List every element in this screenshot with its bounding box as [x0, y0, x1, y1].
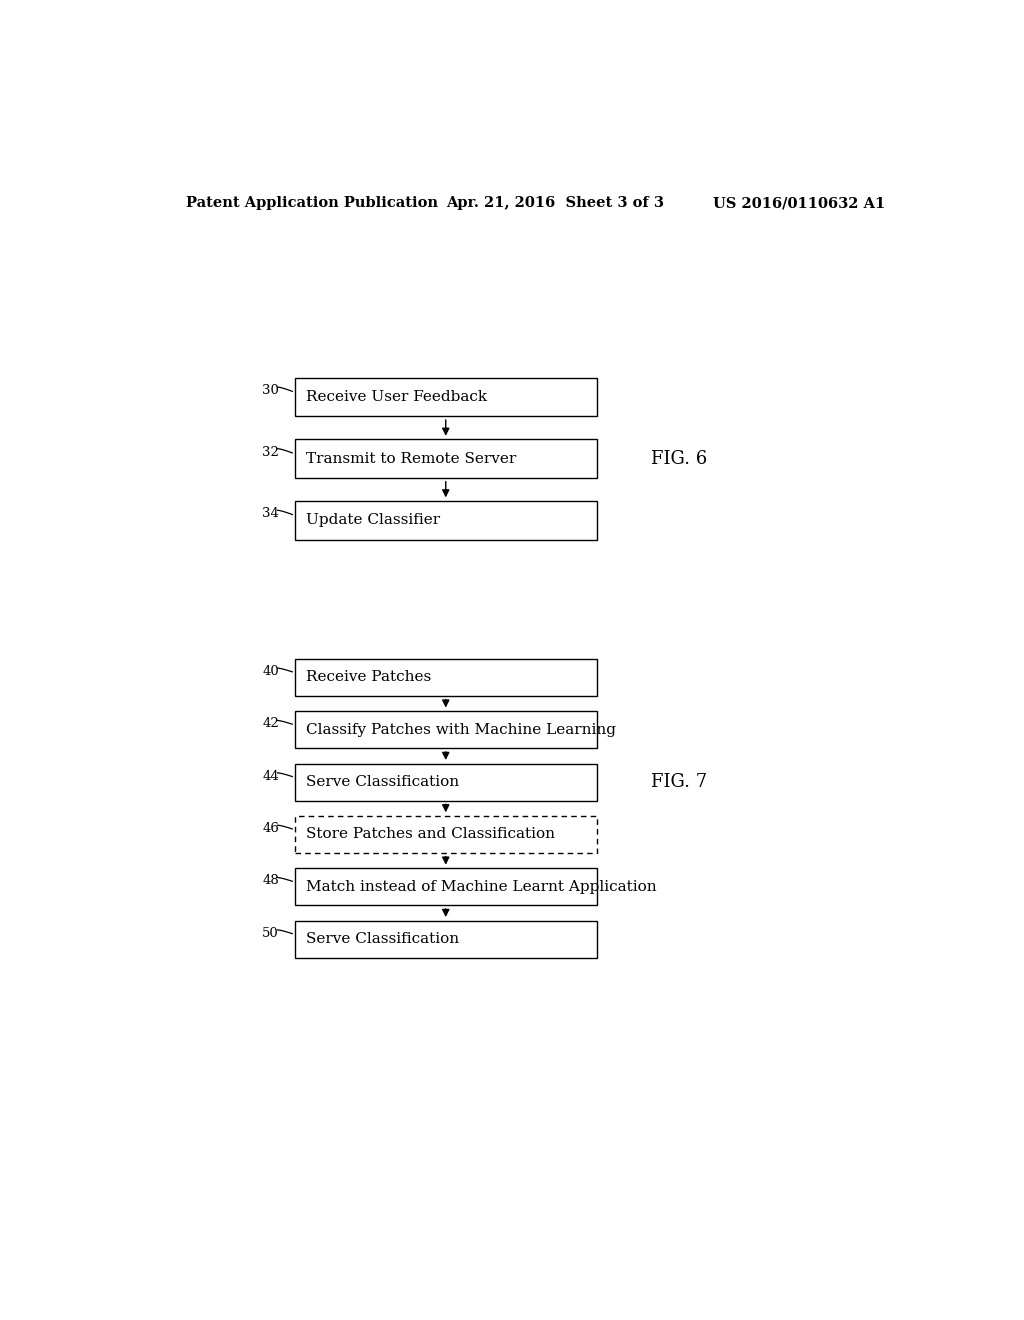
Text: Serve Classification: Serve Classification: [306, 932, 460, 946]
Bar: [295, 921, 597, 958]
Text: 32: 32: [262, 446, 279, 458]
Text: 46: 46: [262, 822, 279, 836]
Text: FIG. 7: FIG. 7: [651, 774, 708, 791]
Bar: [295, 711, 597, 748]
Bar: [295, 763, 597, 800]
Bar: [295, 440, 597, 478]
Text: Patent Application Publication: Patent Application Publication: [186, 197, 438, 210]
Text: Serve Classification: Serve Classification: [306, 775, 460, 789]
Text: 42: 42: [262, 718, 279, 730]
Bar: [295, 869, 597, 906]
Text: Receive User Feedback: Receive User Feedback: [306, 391, 487, 404]
Bar: [295, 659, 597, 696]
Text: Update Classifier: Update Classifier: [306, 513, 440, 527]
Text: Apr. 21, 2016  Sheet 3 of 3: Apr. 21, 2016 Sheet 3 of 3: [445, 197, 664, 210]
Text: 30: 30: [262, 384, 279, 397]
Bar: [295, 816, 597, 853]
Text: 48: 48: [262, 875, 279, 887]
Text: Receive Patches: Receive Patches: [306, 671, 431, 684]
Text: Classify Patches with Machine Learning: Classify Patches with Machine Learning: [306, 723, 616, 737]
Text: 50: 50: [262, 927, 279, 940]
Text: 44: 44: [262, 770, 279, 783]
Text: FIG. 6: FIG. 6: [651, 450, 708, 467]
Text: Transmit to Remote Server: Transmit to Remote Server: [306, 451, 516, 466]
Bar: [295, 378, 597, 416]
Text: 34: 34: [262, 507, 279, 520]
Text: 40: 40: [262, 665, 279, 678]
Text: Match instead of Machine Learnt Application: Match instead of Machine Learnt Applicat…: [306, 880, 656, 894]
Text: US 2016/0110632 A1: US 2016/0110632 A1: [713, 197, 886, 210]
Bar: [295, 502, 597, 540]
Text: Store Patches and Classification: Store Patches and Classification: [306, 828, 555, 841]
